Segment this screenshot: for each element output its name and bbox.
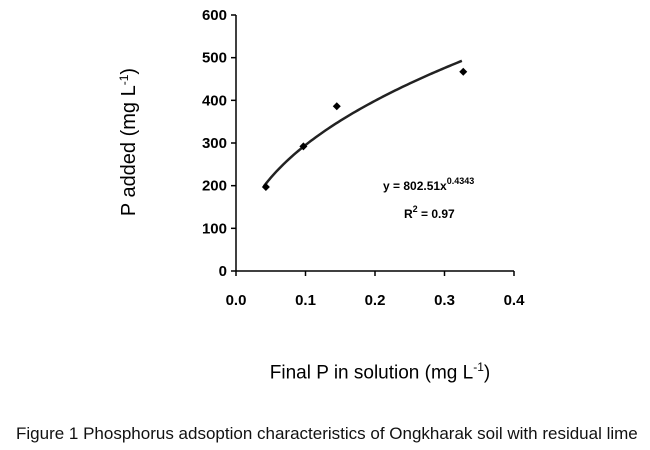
caption-figure-number: Figure 1 (16, 424, 79, 443)
y-tick-label: 200 (202, 178, 227, 195)
chart: 0 100 200 300 400 500 600 0.0 0.1 0.2 0.3 0.4 P ad… (117, 7, 526, 309)
x-axis-label: Final P in solution (mg L-1) (269, 360, 491, 384)
figure-caption: Figure 1 Phosphorus adsoption characteri… (16, 424, 646, 444)
data-point (299, 142, 308, 151)
fit-r-squared: R2 = 0.97 (404, 204, 455, 221)
y-ticks: 0 100 200 300 400 500 600 (202, 7, 236, 280)
y-tick-label: 500 (202, 50, 227, 67)
y-tick-label: 0 (219, 263, 227, 280)
y-tick-label: 400 (202, 92, 227, 109)
data-point (261, 182, 270, 191)
x-tick-label: 0.3 (434, 292, 455, 309)
fit-curve (262, 59, 463, 188)
y-tick-label: 300 (202, 135, 227, 152)
y-tick-label: 100 (202, 220, 227, 237)
x-tick-label: 0.4 (504, 292, 526, 309)
data-point (459, 67, 468, 76)
y-axis-label-group: P added (mg L-1) (117, 68, 140, 216)
x-tick-label: 0.1 (295, 292, 316, 309)
caption-text: Phosphorus adsoption characteristics of … (78, 424, 638, 443)
x-tick-label: 0.2 (365, 292, 386, 309)
y-axis-label: P added (mg L-1) (117, 68, 140, 216)
y-tick-label: 600 (202, 7, 227, 24)
x-ticks: 0.0 0.1 0.2 0.3 0.4 (226, 271, 526, 309)
x-tick-label: 0.0 (226, 292, 247, 309)
data-point (332, 102, 341, 111)
data-points (261, 67, 468, 191)
fit-equation: y = 802.51x0.4343 (383, 176, 474, 193)
